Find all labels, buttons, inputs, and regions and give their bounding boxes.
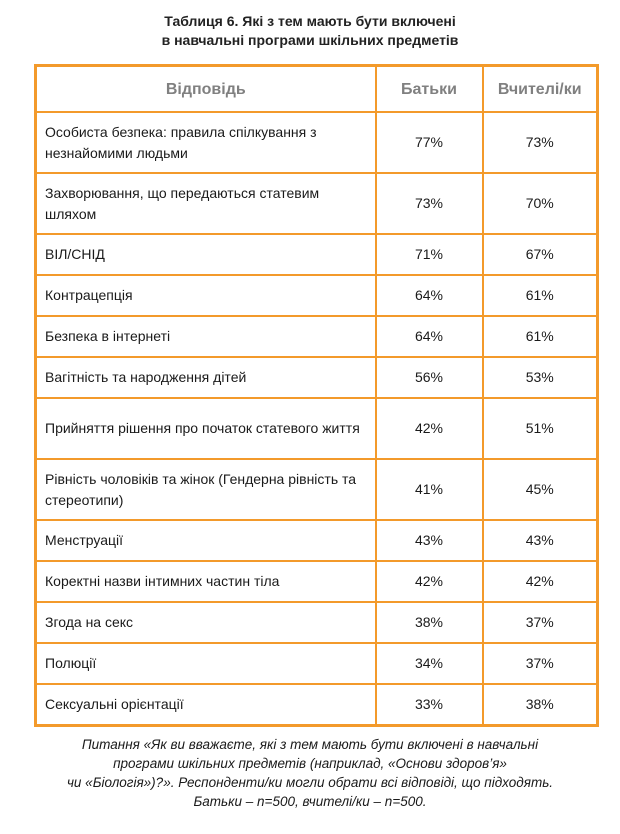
table-caption: Питання «Як ви вважаєте, які з тем мають…	[0, 735, 620, 811]
table-header-row: Відповідь Батьки Вчителі/ки	[34, 64, 599, 113]
row-parents-value: 73%	[374, 172, 484, 235]
header-parents: Батьки	[374, 64, 484, 113]
table-row: Полюції 34% 37%	[34, 642, 599, 685]
row-parents-value: 64%	[374, 315, 484, 358]
row-answer: Менструації	[34, 519, 377, 562]
row-parents-value: 38%	[374, 601, 484, 644]
row-answer: Особиста безпека: правила спілкування з …	[34, 111, 377, 174]
table-row: Рівність чоловіків та жінок (Гендерна рі…	[34, 458, 599, 521]
table-row: Захворювання, що передаються статевим шл…	[34, 172, 599, 235]
row-answer: Рівність чоловіків та жінок (Гендерна рі…	[34, 458, 377, 521]
table-row: Менструації 43% 43%	[34, 519, 599, 562]
row-parents-value: 41%	[374, 458, 484, 521]
row-answer: Полюції	[34, 642, 377, 685]
table-row: Сексуальні орієнтації 33% 38%	[34, 683, 599, 727]
row-answer: ВІЛ/СНІД	[34, 233, 377, 276]
row-answer: Вагітність та народження дітей	[34, 356, 377, 399]
row-parents-value: 42%	[374, 397, 484, 460]
row-teachers-value: 53%	[481, 356, 599, 399]
row-teachers-value: 38%	[481, 683, 599, 727]
row-answer: Коректні назви інтимних частин тіла	[34, 560, 377, 603]
caption-line-4: Батьки – n=500, вчителі/ки – n=500.	[193, 794, 427, 809]
caption-line-1: Питання «Як ви вважаєте, які з тем мають…	[81, 737, 539, 752]
row-teachers-value: 70%	[481, 172, 599, 235]
row-teachers-value: 61%	[481, 274, 599, 317]
row-teachers-value: 42%	[481, 560, 599, 603]
row-answer: Захворювання, що передаються статевим шл…	[34, 172, 377, 235]
row-teachers-value: 61%	[481, 315, 599, 358]
caption-line-2: програми шкільних предметів (наприклад, …	[113, 756, 507, 771]
row-teachers-value: 37%	[481, 642, 599, 685]
table-title-line-1: Таблиця 6. Які з тем мають бути включені	[164, 13, 456, 29]
row-parents-value: 56%	[374, 356, 484, 399]
row-parents-value: 77%	[374, 111, 484, 174]
row-teachers-value: 67%	[481, 233, 599, 276]
survey-table: Відповідь Батьки Вчителі/ки Особиста без…	[34, 64, 599, 727]
row-answer: Сексуальні орієнтації	[34, 683, 377, 727]
row-parents-value: 33%	[374, 683, 484, 727]
row-parents-value: 43%	[374, 519, 484, 562]
table-row: Контрацепція 64% 61%	[34, 274, 599, 317]
row-answer: Контрацепція	[34, 274, 377, 317]
row-teachers-value: 73%	[481, 111, 599, 174]
header-answer: Відповідь	[34, 64, 377, 113]
header-teachers: Вчителі/ки	[481, 64, 599, 113]
table-title-line-2: в навчальні програми шкільних предметів	[161, 32, 459, 48]
table-row: Коректні назви інтимних частин тіла 42% …	[34, 560, 599, 603]
table-row: Вагітність та народження дітей 56% 53%	[34, 356, 599, 399]
table-row: Безпека в інтернеті 64% 61%	[34, 315, 599, 358]
row-parents-value: 64%	[374, 274, 484, 317]
caption-line-3: чи «Біологія»)?». Респонденти/ки могли о…	[66, 775, 554, 790]
row-parents-value: 42%	[374, 560, 484, 603]
survey-table-container: Відповідь Батьки Вчителі/ки Особиста без…	[34, 64, 599, 727]
row-teachers-value: 45%	[481, 458, 599, 521]
table-row: Прийняття рішення про початок статевого …	[34, 397, 599, 460]
table-title: Таблиця 6. Які з тем мають бути включені…	[0, 12, 620, 50]
row-answer: Безпека в інтернеті	[34, 315, 377, 358]
table-row: ВІЛ/СНІД 71% 67%	[34, 233, 599, 276]
row-teachers-value: 37%	[481, 601, 599, 644]
row-parents-value: 34%	[374, 642, 484, 685]
row-teachers-value: 43%	[481, 519, 599, 562]
row-parents-value: 71%	[374, 233, 484, 276]
row-answer: Прийняття рішення про початок статевого …	[34, 397, 377, 460]
table-row: Особиста безпека: правила спілкування з …	[34, 111, 599, 174]
row-answer: Згода на секс	[34, 601, 377, 644]
row-teachers-value: 51%	[481, 397, 599, 460]
table-row: Згода на секс 38% 37%	[34, 601, 599, 644]
